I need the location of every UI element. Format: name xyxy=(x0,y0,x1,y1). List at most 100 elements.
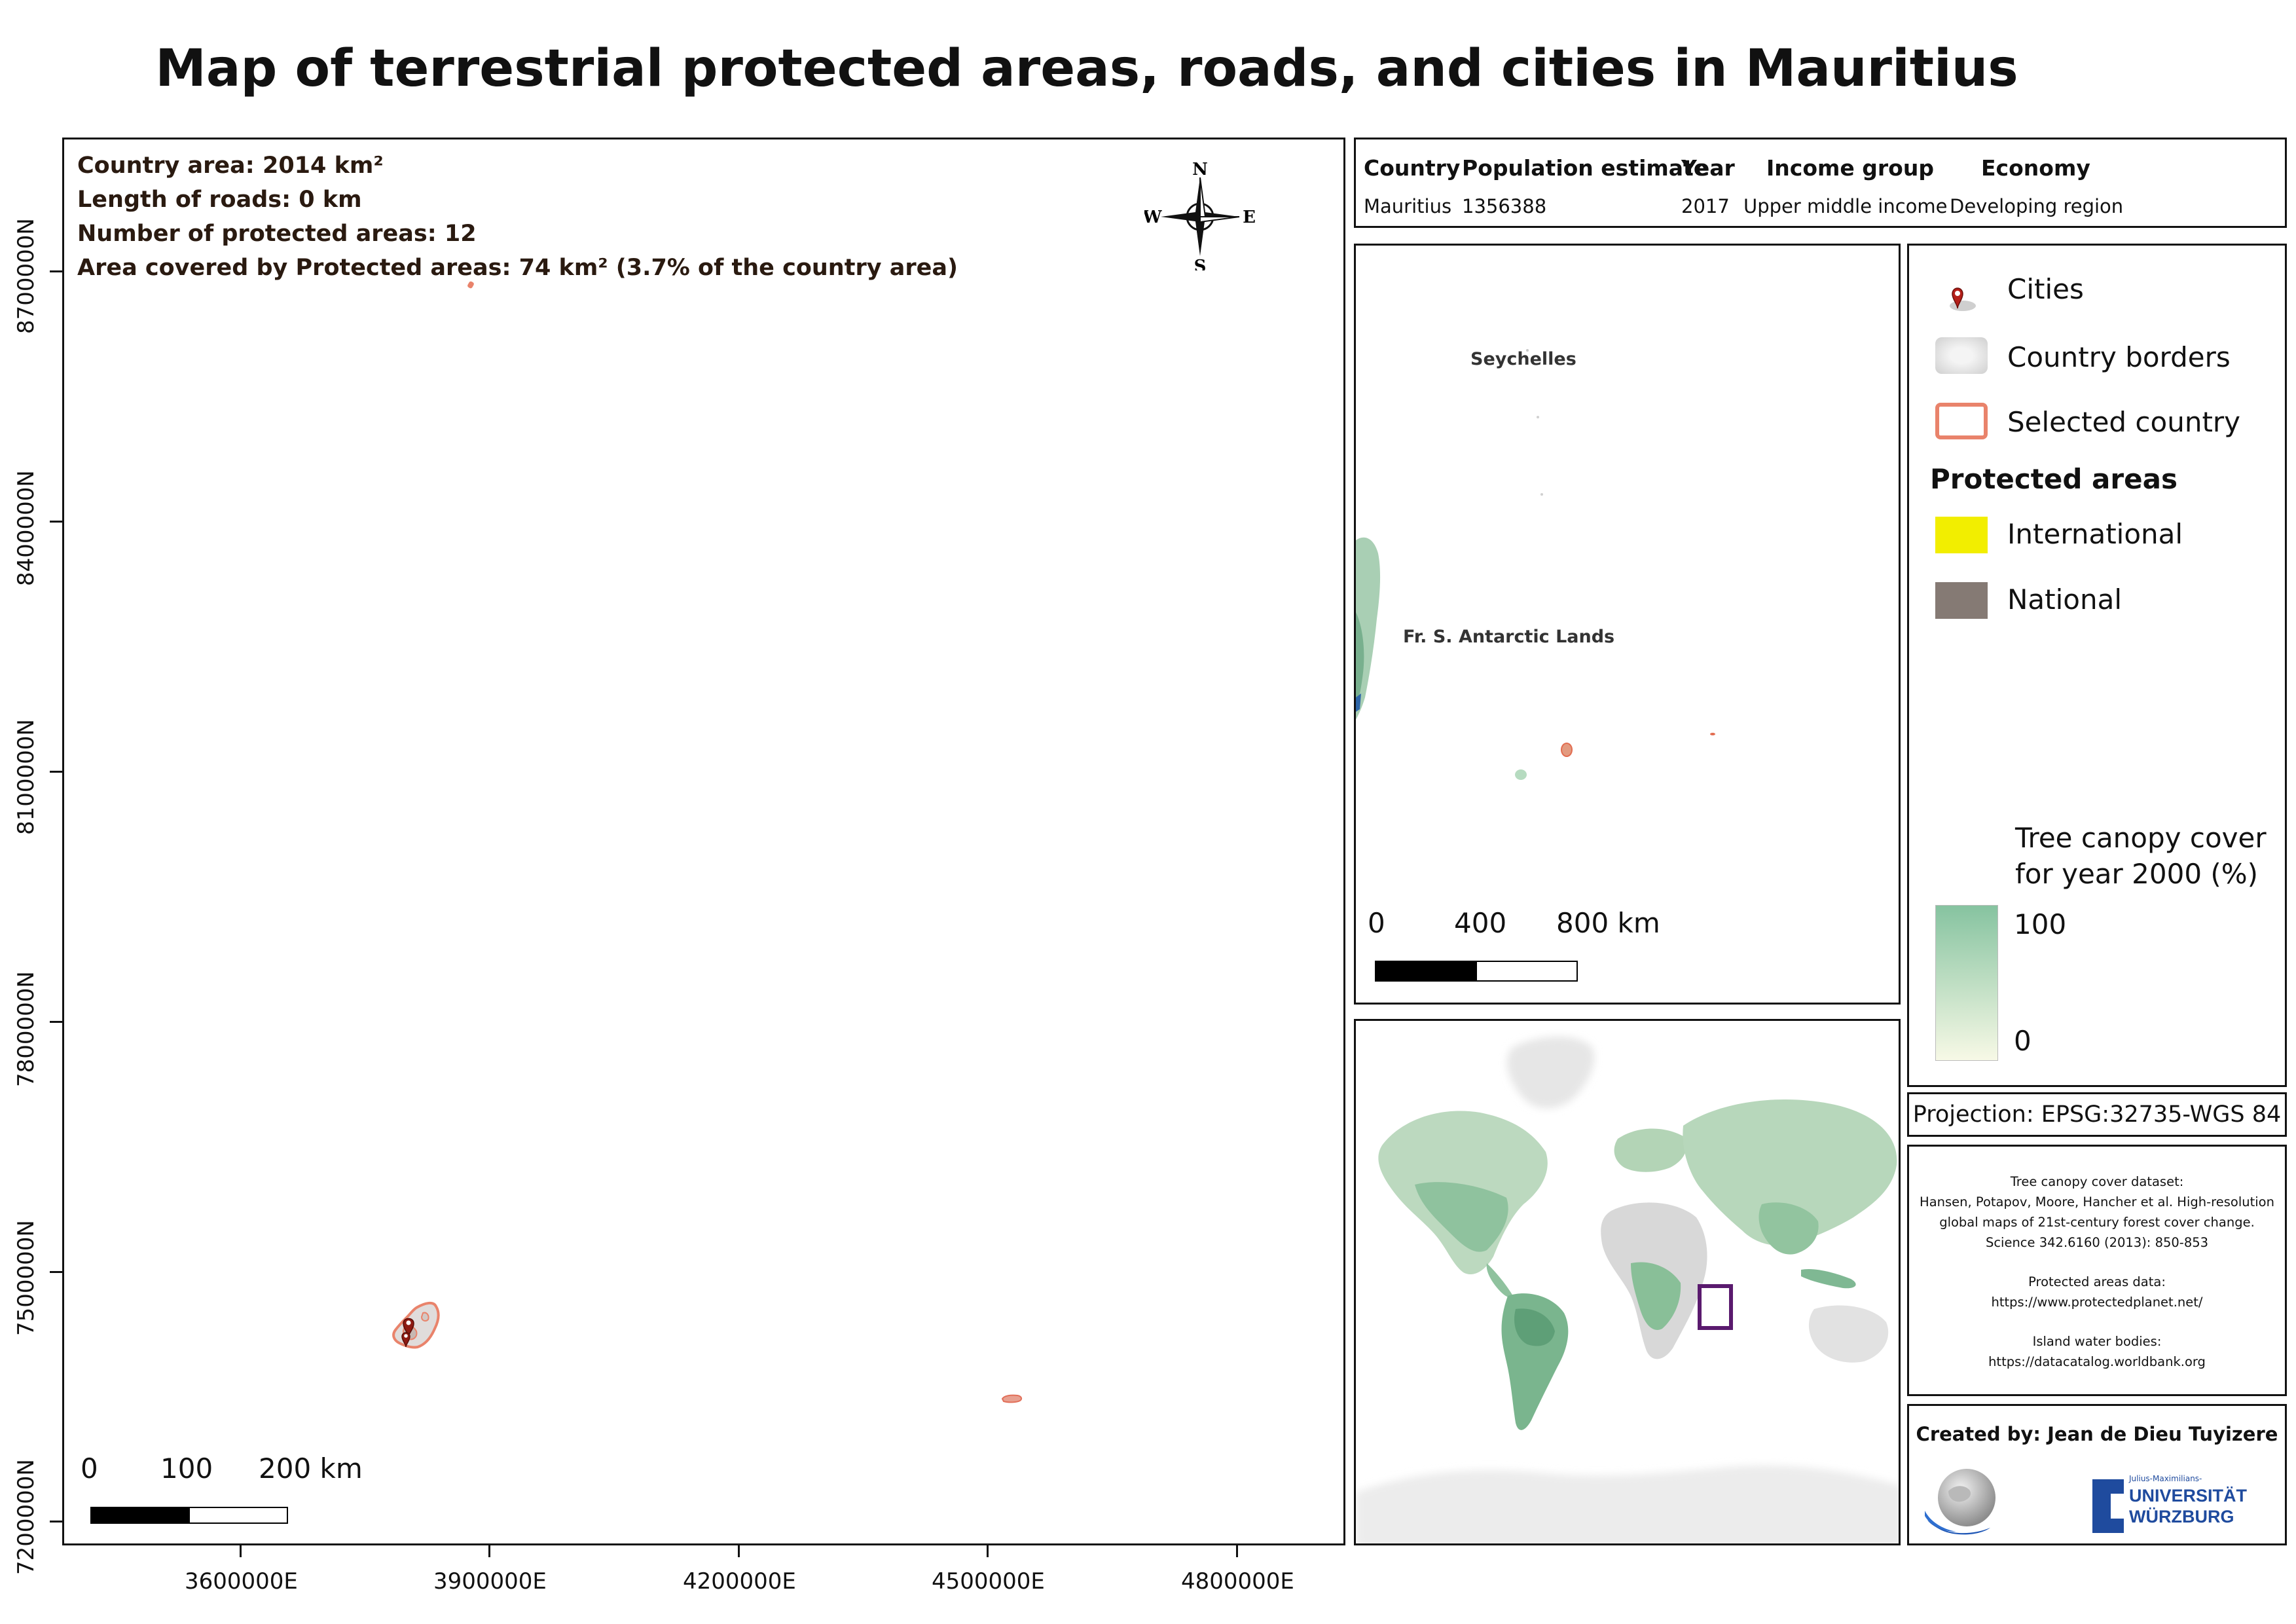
mauritius-island[interactable] xyxy=(385,1299,464,1364)
country-info-table: Country Population estimate Year Income … xyxy=(1354,138,2287,228)
country-area-stat: Country area: 2014 km² xyxy=(77,153,384,179)
university-name-line1: UNIVERSITÄT xyxy=(2129,1486,2248,1505)
x-tick-mark xyxy=(987,1545,989,1557)
y-tick-mark xyxy=(50,521,62,523)
region-of-interest-box xyxy=(1698,1284,1733,1330)
table-cell: 1356388 xyxy=(1462,195,1547,217)
fr-s-antarctic-lands-label: Fr. S. Antarctic Lands xyxy=(1403,627,1615,647)
x-tick-label: 4500000E xyxy=(932,1568,1045,1595)
created-by-label: Created by: Jean de Dieu Tuyizere xyxy=(1916,1423,2278,1445)
legend-country-borders-label: Country borders xyxy=(2007,341,2231,373)
credit-spacer xyxy=(1909,1253,2285,1272)
city-marker-icon xyxy=(403,1318,414,1337)
legend-cities-label: Cities xyxy=(2007,273,2084,305)
x-tick-label: 3900000E xyxy=(433,1568,547,1595)
tree-canopy-title-line2: for year 2000 (%) xyxy=(2015,858,2259,890)
x-tick-label: 3600000E xyxy=(185,1568,298,1595)
university-name-line2: WÜRZBURG xyxy=(2129,1507,2234,1526)
credit-line: Tree canopy cover dataset: xyxy=(2010,1174,2184,1189)
tree-canopy-gradient xyxy=(1935,905,1998,1061)
country-borders-swatch xyxy=(1935,337,1988,374)
legend: Cities Country borders Selected country … xyxy=(1907,244,2287,1087)
world-overview-map[interactable] xyxy=(1354,1019,1901,1545)
x-tick-mark xyxy=(738,1545,740,1557)
national-swatch xyxy=(1935,582,1988,619)
data-credits: Tree canopy cover dataset: Hansen, Potap… xyxy=(1907,1145,2287,1396)
protected-areas-count-stat: Number of protected areas: 12 xyxy=(77,221,477,247)
selected-country-swatch xyxy=(1935,403,1988,439)
credit-link[interactable]: https://datacatalog.worldbank.org xyxy=(1988,1354,2206,1369)
compass-rose: N S E W xyxy=(1142,159,1256,276)
credit-spacer xyxy=(1909,1312,2285,1331)
x-tick-mark xyxy=(240,1545,242,1557)
university-logo: Julius-Maximilians- UNIVERSITÄT WÜRZBURG xyxy=(2092,1474,2247,1536)
y-tick-mark xyxy=(50,771,62,773)
y-tick-mark xyxy=(50,1521,62,1522)
legend-protected-areas-heading: Protected areas xyxy=(1930,463,2178,495)
y-tick-mark xyxy=(50,1271,62,1273)
table-header: Country xyxy=(1364,155,1461,181)
scale-label-0: 0 xyxy=(81,1452,98,1485)
x-tick-mark xyxy=(488,1545,490,1557)
compass-north: N xyxy=(1192,160,1208,179)
table-header: Year xyxy=(1681,155,1735,181)
scale-label-200: 200 km xyxy=(259,1452,363,1485)
compass-south: S xyxy=(1194,257,1207,270)
table-cell: Upper middle income xyxy=(1743,195,1948,217)
x-tick-label: 4200000E xyxy=(683,1568,796,1595)
credit-link[interactable]: https://www.protectedplanet.net/ xyxy=(1991,1295,2203,1310)
scale-label-800: 800 km xyxy=(1556,907,1660,939)
university-logo-bar-icon xyxy=(2092,1479,2111,1533)
city-marker-icon xyxy=(401,1332,410,1348)
y-tick-mark xyxy=(50,1021,62,1023)
scale-segment-black xyxy=(90,1507,190,1524)
table-header: Economy xyxy=(1981,155,2090,181)
university-small-label: Julius-Maximilians- xyxy=(2129,1474,2202,1483)
y-tick-label: 7200000N xyxy=(13,1459,39,1575)
scale-label-100: 100 xyxy=(160,1452,213,1485)
legend-international-label: International xyxy=(2007,518,2183,550)
scale-segment-black xyxy=(1375,961,1477,982)
legend-selected-country-label: Selected country xyxy=(2007,406,2241,438)
scale-label-400: 400 xyxy=(1454,907,1507,939)
world-landmasses xyxy=(1356,1037,1899,1543)
creator-panel: Created by: Jean de Dieu Tuyizere Julius… xyxy=(1907,1404,2287,1545)
table-cell: Developing region xyxy=(1950,195,2124,217)
university-logo-bar-icon xyxy=(2111,1519,2124,1533)
scale-segment-white xyxy=(189,1507,288,1524)
credit-line: Protected areas data: xyxy=(2028,1274,2166,1289)
credit-line: Science 342.6160 (2013): 850-853 xyxy=(1985,1235,2209,1250)
protected-areas-coverage-stat: Area covered by Protected areas: 74 km² … xyxy=(77,255,958,281)
scale-label-0: 0 xyxy=(1368,907,1385,939)
tree-canopy-title-line1: Tree canopy cover xyxy=(2015,822,2267,854)
main-map[interactable]: Country area: 2014 km² Length of roads: … xyxy=(62,138,1345,1545)
scale-segment-white xyxy=(1476,961,1578,982)
tree-canopy-min-label: 0 xyxy=(2014,1025,2032,1057)
table-cell: Mauritius xyxy=(1364,195,1452,217)
seychelles-label: Seychelles xyxy=(1470,349,1576,369)
globe-logo-icon xyxy=(1922,1465,2007,1537)
x-tick-label: 4800000E xyxy=(1181,1568,1294,1595)
rodrigues-island[interactable] xyxy=(1000,1393,1024,1405)
city-marker-icon xyxy=(1935,278,1988,315)
regional-map[interactable]: Seychelles Fr. S. Antarctic Lands 0 400 … xyxy=(1354,244,1901,1005)
compass-west: W xyxy=(1144,208,1162,227)
y-tick-label: 8400000N xyxy=(13,470,39,586)
credit-line: global maps of 21st-century forest cover… xyxy=(1939,1215,2255,1230)
credit-line: Hansen, Potapov, Moore, Hancher et al. H… xyxy=(1920,1194,2274,1209)
region-landmasses xyxy=(1356,349,1715,780)
x-tick-mark xyxy=(1236,1545,1238,1557)
table-header: Income group xyxy=(1766,155,1934,181)
y-tick-label: 8100000N xyxy=(13,719,39,835)
table-header: Population estimate xyxy=(1462,155,1709,181)
y-tick-label: 7500000N xyxy=(13,1220,39,1336)
y-tick-label: 7800000N xyxy=(13,971,39,1087)
legend-national-label: National xyxy=(2007,583,2123,616)
international-swatch xyxy=(1935,517,1988,553)
compass-icon: N S E W xyxy=(1142,160,1256,276)
compass-east: E xyxy=(1243,208,1256,227)
university-logo-bar-icon xyxy=(2111,1479,2124,1494)
roads-length-stat: Length of roads: 0 km xyxy=(77,187,362,213)
country-stats: Country area: 2014 km² Length of roads: … xyxy=(77,149,958,285)
map-title: Map of terrestrial protected areas, road… xyxy=(155,39,2018,98)
